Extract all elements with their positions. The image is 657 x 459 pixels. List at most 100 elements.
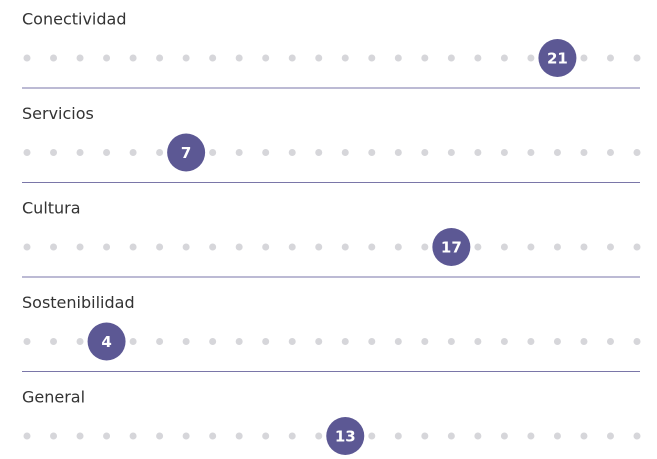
dot <box>209 54 217 62</box>
dot <box>50 338 58 345</box>
dot <box>633 432 641 440</box>
dot <box>315 243 323 251</box>
dot <box>76 338 84 345</box>
dot <box>580 149 588 156</box>
dot <box>50 432 58 440</box>
dot <box>606 432 614 440</box>
rank-label: 4 <box>101 333 111 351</box>
category-label: Sostenibilidad <box>22 293 135 312</box>
dot <box>527 338 535 345</box>
dot <box>580 338 588 345</box>
dot <box>262 243 270 251</box>
dot <box>500 149 508 156</box>
dot <box>182 432 190 440</box>
rank-marker <box>167 133 206 172</box>
dot <box>341 243 349 251</box>
dot <box>500 54 508 62</box>
dot <box>633 243 641 251</box>
dot <box>553 149 561 156</box>
dot <box>129 243 137 251</box>
dot <box>580 432 588 440</box>
dot <box>606 149 614 156</box>
dot <box>50 54 58 62</box>
dot <box>580 243 588 251</box>
dot <box>500 243 508 251</box>
dot <box>103 149 111 156</box>
dot <box>262 432 270 440</box>
dot <box>527 149 535 156</box>
dot <box>394 149 402 156</box>
dot <box>103 243 111 251</box>
dot <box>156 243 164 251</box>
dot <box>394 54 402 62</box>
dot <box>606 338 614 345</box>
dot <box>368 54 376 62</box>
dot <box>182 338 190 345</box>
dot <box>288 432 296 440</box>
dot <box>474 243 482 251</box>
dot <box>129 338 137 345</box>
rank-marker <box>432 228 471 266</box>
dot <box>209 243 217 251</box>
dot <box>235 54 243 62</box>
dot <box>23 243 31 251</box>
dot <box>103 54 111 62</box>
rank-marker <box>326 417 365 455</box>
rank-marker <box>538 39 577 77</box>
dot <box>368 243 376 251</box>
rank-label: 21 <box>547 50 568 68</box>
dot <box>421 243 429 251</box>
dot <box>262 149 270 156</box>
dot <box>421 149 429 156</box>
dot <box>129 54 137 62</box>
dot <box>421 54 429 62</box>
dot <box>23 432 31 440</box>
dot <box>23 338 31 345</box>
dot <box>209 149 217 156</box>
dot <box>315 432 323 440</box>
dot <box>209 432 217 440</box>
dot <box>394 243 402 251</box>
dot <box>368 432 376 440</box>
dot <box>235 432 243 440</box>
dot <box>235 149 243 156</box>
dot <box>500 432 508 440</box>
dot <box>129 432 137 440</box>
dot <box>553 338 561 345</box>
dot <box>288 54 296 62</box>
dot <box>447 54 455 62</box>
dot <box>129 149 137 156</box>
dot <box>447 338 455 345</box>
dot <box>182 243 190 251</box>
dot <box>76 54 84 62</box>
dot <box>474 338 482 345</box>
dot <box>315 149 323 156</box>
dot <box>156 149 164 156</box>
dot <box>156 54 164 62</box>
dot <box>50 243 58 251</box>
category-label: Cultura <box>22 199 81 218</box>
dot <box>341 54 349 62</box>
dot <box>23 54 31 62</box>
dot <box>580 54 588 62</box>
dot <box>606 54 614 62</box>
dot <box>553 432 561 440</box>
dot <box>421 432 429 440</box>
dot <box>633 338 641 345</box>
dot <box>474 432 482 440</box>
dot <box>182 54 190 62</box>
dot <box>288 243 296 251</box>
dot <box>76 149 84 156</box>
rank-label: 7 <box>181 144 191 162</box>
dot <box>474 54 482 62</box>
dot <box>235 338 243 345</box>
dot <box>527 243 535 251</box>
dot <box>23 149 31 156</box>
category-label: General <box>22 388 85 407</box>
dot <box>368 149 376 156</box>
rank-label: 13 <box>335 428 356 446</box>
dot <box>341 338 349 345</box>
dot <box>262 338 270 345</box>
dot <box>315 54 323 62</box>
